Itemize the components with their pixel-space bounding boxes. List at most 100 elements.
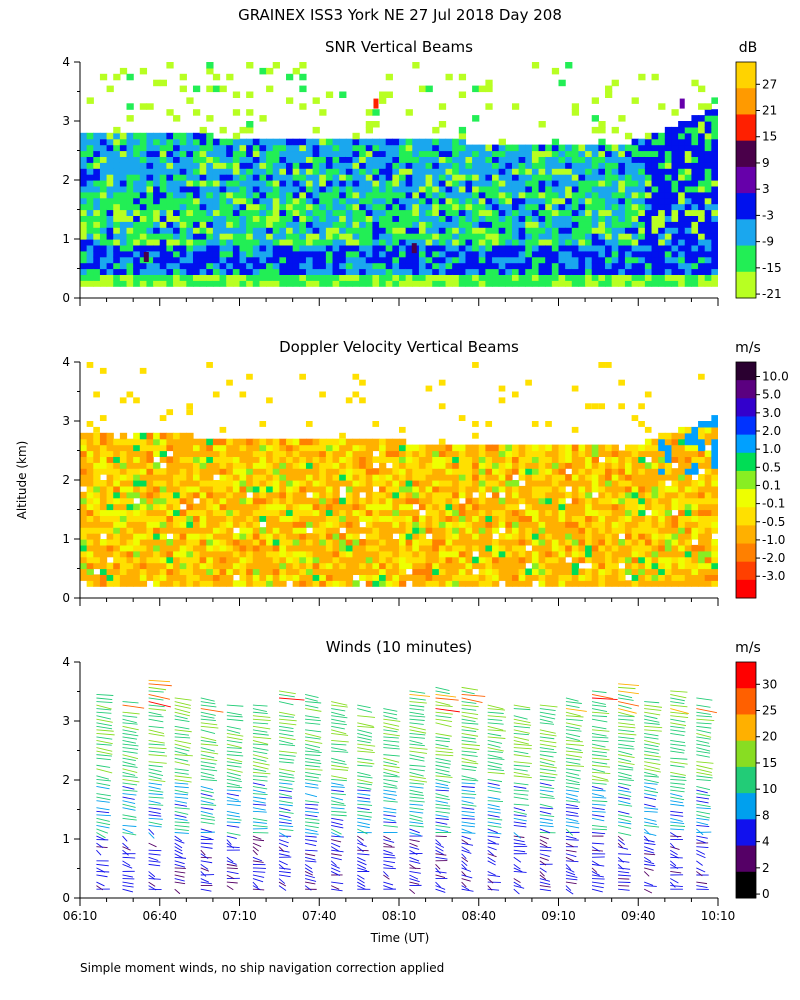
dop-cell <box>113 527 121 534</box>
dop-cell <box>452 580 460 587</box>
snr-cell <box>551 156 560 163</box>
snr-cell <box>173 203 181 211</box>
snr-cell <box>199 244 207 252</box>
snr-cell <box>638 150 646 157</box>
dop-cell <box>399 438 407 446</box>
snr-cell <box>638 274 646 281</box>
dop-cell <box>212 515 221 522</box>
dop-cell <box>545 556 553 564</box>
dop-cell <box>638 474 646 481</box>
dop-cell <box>405 503 413 511</box>
snr-cell <box>345 203 354 211</box>
snr-cell <box>598 233 606 240</box>
snr-cell <box>359 150 367 157</box>
snr-cell <box>325 250 334 258</box>
dop-cell <box>93 574 101 581</box>
snr-cell <box>153 250 161 258</box>
dop-cell <box>638 462 646 469</box>
dop-cell <box>153 480 161 487</box>
snr-cell <box>638 215 646 222</box>
dop-cell <box>551 544 560 552</box>
dop-cell <box>664 462 673 469</box>
dop-cell <box>565 450 573 457</box>
snr-cell <box>418 168 427 175</box>
snr-cell <box>638 185 646 193</box>
dop-cell <box>305 438 314 446</box>
dop-cell <box>644 426 652 433</box>
snr-cell <box>312 138 320 146</box>
dop-cell <box>299 515 307 522</box>
snr-cell <box>452 268 460 275</box>
dop-cell <box>565 574 573 581</box>
snr-cell <box>425 239 433 246</box>
dop-cell <box>624 544 633 552</box>
dop-cell <box>651 580 659 587</box>
snr-cell <box>551 150 560 157</box>
dop-cell <box>305 515 314 522</box>
dop-cell <box>332 474 340 481</box>
snr-cell <box>239 227 247 234</box>
snr-cell <box>492 262 500 270</box>
dop-cell <box>545 462 553 469</box>
dop-cell <box>399 462 407 469</box>
snr-cell <box>113 185 121 193</box>
dop-cell <box>365 509 374 516</box>
dop-cell <box>252 539 261 546</box>
snr-cell <box>525 250 533 258</box>
dop-cell <box>644 533 653 540</box>
dop-cell <box>272 562 280 570</box>
snr-cell <box>166 162 174 169</box>
dop-cell <box>186 485 194 493</box>
snr-cell <box>585 197 593 205</box>
snr-cell <box>644 250 653 258</box>
dop-cell <box>325 515 334 522</box>
snr-cell <box>445 268 453 275</box>
snr-cell <box>199 150 207 157</box>
snr-cell <box>80 185 88 193</box>
dop-cell <box>551 539 560 546</box>
dop-cell <box>465 450 473 457</box>
snr-cell <box>651 262 659 270</box>
dop-cell <box>219 474 227 481</box>
dop-cell <box>591 550 599 558</box>
snr-cell <box>631 144 639 152</box>
snr-cell <box>279 180 287 187</box>
snr-cell <box>711 150 718 157</box>
dop-cell <box>339 462 347 469</box>
dop-cell <box>259 497 267 505</box>
snr-cell <box>565 168 573 175</box>
snr-cell <box>212 162 221 169</box>
dop-cell <box>658 456 666 463</box>
dop-cell <box>399 533 407 540</box>
dop-cell <box>192 491 201 499</box>
dop-cell <box>93 462 101 469</box>
snr-cell <box>498 221 506 228</box>
dop-cell <box>511 497 520 505</box>
dop-cell <box>139 527 148 534</box>
snr-cell <box>199 233 207 240</box>
dop-cell <box>538 509 546 516</box>
dop-cell <box>611 480 619 487</box>
snr-cell <box>332 197 340 205</box>
snr-cell <box>299 203 307 211</box>
snr-cell <box>365 256 374 264</box>
dop-cell <box>153 491 161 499</box>
snr-cell <box>618 174 626 181</box>
dop-cell <box>212 550 221 558</box>
snr-cell <box>352 168 360 175</box>
dop-cell <box>272 468 280 475</box>
snr-cell <box>392 185 400 193</box>
snr-cell <box>445 262 453 270</box>
dop-cell <box>458 515 467 522</box>
dop-cell <box>159 480 167 487</box>
dop-cell <box>638 515 646 522</box>
snr-cell <box>511 250 520 258</box>
dop-cell <box>192 444 201 452</box>
snr-cell <box>678 209 686 216</box>
dop-cell <box>153 497 161 505</box>
snr-cell <box>206 85 214 93</box>
snr-cell <box>644 138 653 146</box>
snr-cell <box>153 168 161 175</box>
dop-cell <box>339 438 347 446</box>
dop-cell <box>206 480 214 487</box>
